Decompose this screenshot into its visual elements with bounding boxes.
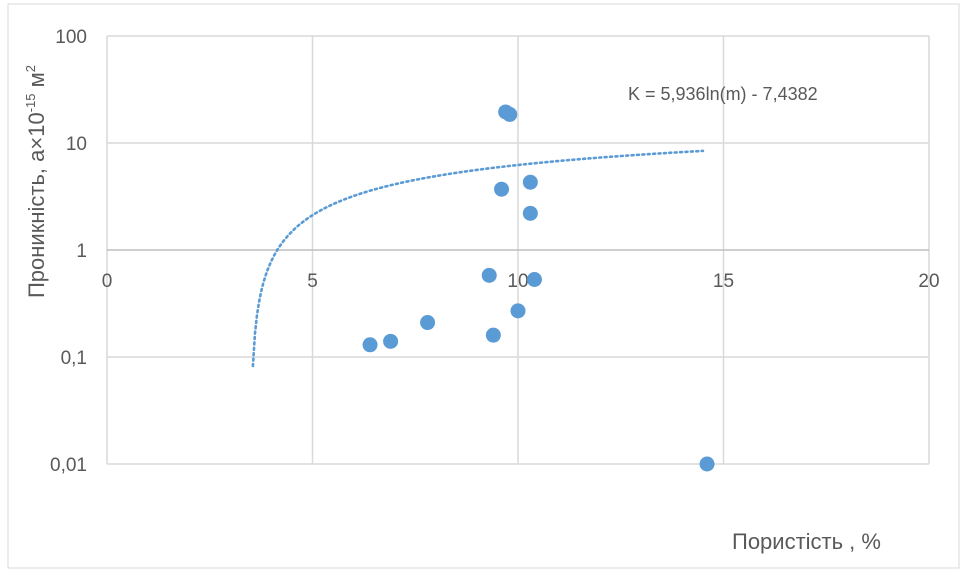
y-tick-label: 0,1 (61, 348, 87, 369)
data-point (362, 337, 378, 353)
y-axis-title-main: Проникність, а×10 (24, 112, 49, 298)
x-tick-label: 15 (713, 271, 734, 292)
chart-area-border (7, 3, 960, 569)
data-point (522, 174, 538, 190)
data-point (699, 456, 715, 472)
x-tick-label: 5 (307, 271, 318, 292)
x-tick-label: 0 (102, 271, 113, 292)
y-tick-label: 1 (76, 241, 87, 262)
y-tick-label: 0,01 (50, 455, 87, 476)
x-axis-tick-labels: 0 5 10 15 20 (102, 271, 940, 292)
data-point (522, 205, 538, 221)
y-axis-title-unit: м (24, 72, 49, 93)
trendline-path (251, 149, 705, 368)
trendline (251, 149, 705, 368)
data-points (362, 104, 715, 472)
x-tick-label: 10 (507, 271, 528, 292)
x-axis-title: Пористість , % (732, 529, 881, 554)
data-point (502, 106, 518, 122)
data-point (420, 315, 436, 331)
y-axis-title: Проникність, а×10-15 м2 (23, 65, 49, 298)
x-tick-label: 20 (918, 271, 939, 292)
y-axis-tick-labels: 0,01 0,1 1 10 100 (50, 27, 87, 476)
data-point (383, 333, 399, 349)
trendline-equation: K = 5,936ln(m) - 7,4382 (628, 84, 818, 104)
data-point (526, 272, 542, 288)
horizontal-gridlines (107, 35, 929, 465)
y-tick-label: 100 (55, 27, 87, 48)
data-point (485, 327, 501, 343)
data-point (510, 303, 526, 319)
y-tick-label: 10 (66, 134, 87, 155)
y-axis-title-exponent: -15 (23, 94, 38, 113)
y-axis-title-unit-exponent: 2 (23, 65, 38, 72)
data-point (494, 181, 510, 197)
data-point (481, 267, 497, 283)
